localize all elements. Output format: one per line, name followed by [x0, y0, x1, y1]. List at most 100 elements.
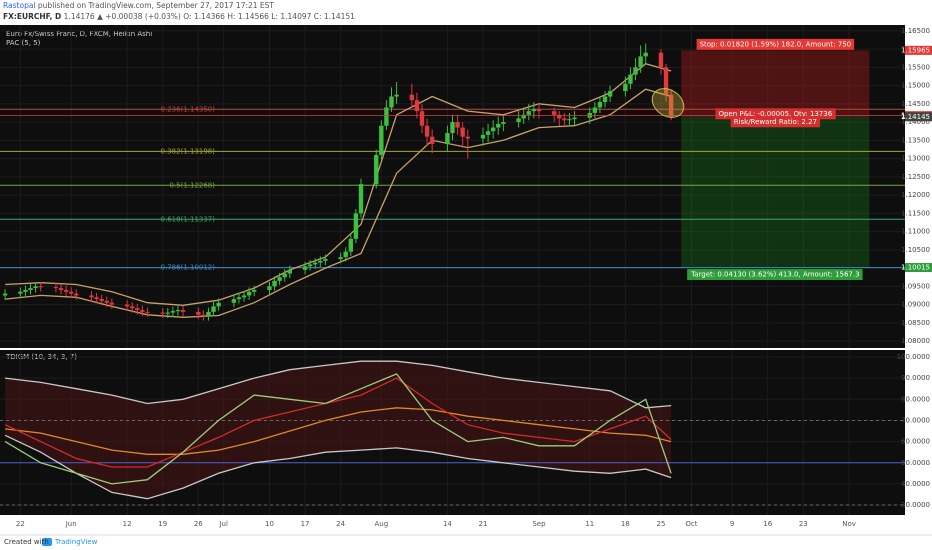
- y-tick-label: 30.0000: [901, 501, 930, 509]
- quote: 1.14176 ▲ +0.00038 (+0.03%) O: 1.14366 H…: [61, 12, 355, 21]
- x-tick-label: Nov: [842, 520, 856, 528]
- candle-body: [246, 291, 252, 296]
- indicator-line: [4, 373, 672, 485]
- candle-body: [38, 286, 43, 288]
- candle-body: [480, 134, 486, 139]
- price-label: 1.15965: [901, 46, 930, 54]
- x-tick-label: 19: [158, 520, 167, 528]
- y-tick-label: 1.09500: [901, 282, 930, 290]
- candle-body: [496, 123, 501, 128]
- y-tick-label: 1.12000: [901, 191, 930, 199]
- tradingview-logo: [42, 538, 52, 546]
- candle-body: [572, 117, 577, 120]
- label-box: [730, 116, 821, 128]
- candle-body: [252, 289, 257, 292]
- candle-body: [211, 306, 216, 312]
- y-tick-label: 90.0000: [901, 374, 930, 382]
- x-tick-label: Sep: [532, 520, 546, 528]
- candle-body: [536, 109, 542, 112]
- pac-label: PAC (5, 5): [6, 39, 41, 47]
- price-label: 1.14145: [901, 113, 930, 121]
- candle-body: [526, 111, 531, 115]
- candle-body: [445, 133, 450, 144]
- candle-body: [628, 74, 633, 84]
- candle-body: [465, 136, 470, 139]
- x-tick-label: 24: [336, 520, 345, 528]
- footer-brand[interactable]: TradingView: [54, 538, 98, 546]
- candle-body: [89, 295, 94, 298]
- candle-body: [28, 288, 33, 290]
- candle-body: [206, 311, 211, 317]
- y-tick-label: 1.12500: [901, 173, 930, 181]
- y-tick-label: 1.14500: [901, 100, 930, 108]
- stop-label: Stop: 0.01820 (1.59%) 182.0, Amount: 750: [700, 40, 852, 48]
- candle-body: [313, 262, 318, 265]
- pac-line: [5, 88, 672, 318]
- candle-body: [323, 258, 328, 261]
- y-tick-label: 1.08000: [901, 337, 930, 345]
- main-title: Euro Fx/Swiss Franc, D, FXCM, Heikin Ash…: [6, 30, 152, 38]
- label-box: [715, 108, 836, 120]
- candle-body: [658, 52, 664, 68]
- label-box: [687, 269, 863, 281]
- candle-body: [272, 280, 277, 287]
- price-label: 1.10015: [901, 264, 930, 272]
- x-tick-label: 17: [301, 520, 310, 528]
- published: published on TradingView.com, September …: [36, 1, 275, 10]
- price-label-box: [905, 112, 932, 122]
- y-tick-label: 1.16500: [901, 27, 930, 35]
- y-tick-label: 1.13500: [901, 136, 930, 144]
- indicator-line: [5, 360, 672, 409]
- pac-line: [5, 62, 672, 306]
- candle-body: [277, 277, 282, 281]
- candle-body: [241, 295, 247, 298]
- candle-body: [343, 251, 348, 258]
- x-tick-label: 9: [730, 520, 734, 528]
- candle-body: [450, 122, 455, 134]
- candle-body: [231, 299, 237, 303]
- y-tick-label: 1.15500: [901, 63, 930, 71]
- candle-body: [394, 94, 399, 97]
- candle-body: [379, 125, 384, 155]
- candle-body: [460, 127, 465, 137]
- candle-body: [607, 91, 613, 97]
- candle-body: [180, 310, 186, 312]
- price-label-box: [905, 45, 932, 55]
- candle-body: [633, 67, 638, 75]
- candle-body: [414, 100, 420, 112]
- candle-body: [551, 111, 557, 115]
- y-tick-label: 100.0000: [897, 353, 930, 361]
- candle-body: [109, 302, 115, 305]
- candle-body: [567, 119, 572, 121]
- band-fill: [5, 361, 672, 499]
- target-label: Target: 0.04130 (3.62%) 413.0, Amount: 1…: [690, 271, 859, 279]
- x-tick-label: 10: [265, 520, 274, 528]
- y-tick-label: 70.0000: [901, 416, 930, 424]
- x-tick-label: 11: [585, 520, 594, 528]
- x-tick-label: Aug: [374, 520, 388, 528]
- candle-body: [389, 96, 394, 108]
- candle-body: [501, 122, 506, 124]
- x-tick-label: 12: [123, 520, 132, 528]
- candle-body: [287, 269, 293, 274]
- candle-body: [485, 131, 491, 135]
- candle-body: [2, 293, 8, 296]
- candle-body: [63, 289, 69, 292]
- author[interactable]: Rastopal: [3, 1, 36, 10]
- stop-zone: [681, 50, 870, 117]
- candle-body: [531, 109, 537, 112]
- symbol: FX:EURCHF, D: [3, 12, 61, 21]
- candle-body: [521, 114, 526, 119]
- candle-body: [348, 238, 354, 252]
- candle-body: [597, 102, 603, 108]
- candle-body: [384, 107, 389, 126]
- x-tick-label: 21: [479, 520, 488, 528]
- candle-body: [302, 266, 308, 270]
- indicator-line: [5, 407, 672, 455]
- candle-body: [429, 136, 435, 144]
- x-tick-label: 14: [443, 520, 452, 528]
- candle-body: [124, 304, 130, 307]
- x-tick-label: 25: [656, 520, 665, 528]
- header-published: Rastopal published on TradingView.com, S…: [3, 1, 274, 10]
